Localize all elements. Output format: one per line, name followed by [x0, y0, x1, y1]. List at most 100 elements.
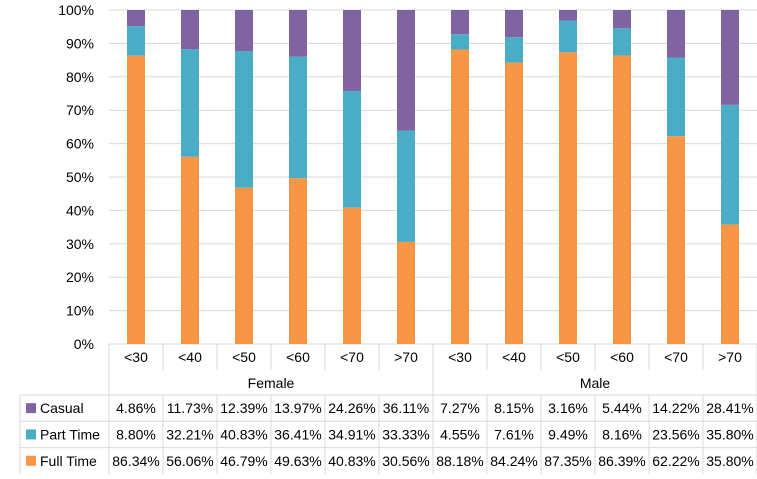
data-table-value: 9.49% [548, 426, 588, 442]
bar-segment-full-time [451, 49, 469, 345]
bar-segment-casual [667, 10, 685, 58]
x-category-label: <50 [556, 349, 580, 365]
bar-segment-part-time [505, 37, 523, 63]
data-table-value: 8.80% [116, 426, 156, 442]
x-category-label: >70 [718, 349, 742, 365]
legend-key-casual [26, 403, 36, 414]
y-tick-label: 100% [58, 2, 94, 18]
data-table-value: 88.18% [436, 453, 483, 469]
bar-segment-full-time [559, 52, 577, 344]
y-tick-label: 80% [66, 69, 94, 85]
x-category-label: <30 [448, 349, 472, 365]
y-tick-label: 70% [66, 102, 94, 118]
data-table-value: 7.61% [494, 426, 534, 442]
bar-segment-casual [559, 10, 577, 21]
data-table-value: 12.39% [220, 400, 267, 416]
data-table-value: 4.86% [116, 400, 156, 416]
data-table-value: 3.16% [548, 400, 588, 416]
bar-segment-casual [451, 10, 469, 35]
bar-segment-full-time [667, 136, 685, 344]
data-table-value: 87.35% [544, 453, 591, 469]
bar-segment-part-time [451, 34, 469, 50]
y-tick-label: 50% [66, 169, 94, 185]
y-tick-label: 40% [66, 202, 94, 218]
legend-series-name: Casual [40, 400, 84, 416]
data-table-value: 40.83% [328, 453, 375, 469]
x-category-label: <30 [124, 349, 148, 365]
y-tick-label: 60% [66, 136, 94, 152]
y-tick-label: 20% [66, 269, 94, 285]
data-table-value: 86.34% [112, 453, 159, 469]
data-table-value: 23.56% [652, 426, 699, 442]
bar-segment-full-time [397, 241, 415, 344]
data-table-value: 30.56% [382, 453, 429, 469]
bar-segment-full-time [235, 187, 253, 344]
legend-series-name: Part Time [40, 426, 100, 442]
x-category-label: <40 [502, 349, 526, 365]
bar-segment-casual [505, 10, 523, 38]
bar-segment-casual [397, 10, 415, 131]
bar-segment-casual [289, 9, 307, 57]
x-category-label: <40 [178, 349, 202, 365]
bar-segment-full-time [181, 156, 199, 344]
bar-segment-part-time [235, 51, 253, 188]
bar-segment-full-time [613, 55, 631, 345]
data-table-value: 11.73% [167, 400, 213, 416]
legend-key-full-time [26, 455, 36, 466]
data-table-value: 13.97% [274, 400, 321, 416]
data-table-value: 24.26% [328, 400, 375, 416]
bar-segment-full-time [127, 55, 145, 345]
data-table-value: 33.33% [382, 426, 429, 442]
bar-segment-full-time [721, 224, 739, 344]
bar-segment-part-time [613, 28, 631, 56]
data-table-value: 14.22% [652, 400, 699, 416]
bar-segment-part-time [397, 130, 415, 242]
y-tick-label: 10% [66, 303, 94, 319]
x-group-label: Female [248, 375, 295, 391]
x-category-label: <60 [610, 349, 634, 365]
data-table-value: 86.39% [598, 453, 645, 469]
legend-key-part-time [26, 429, 36, 440]
bar-segment-part-time [181, 49, 199, 157]
bar-segment-casual [613, 10, 631, 29]
data-table-value: 36.11% [383, 400, 429, 416]
data-table-value: 34.91% [328, 426, 375, 442]
bar-segment-casual [235, 9, 253, 52]
bar-segment-casual [181, 10, 199, 50]
bar-segment-casual [721, 9, 739, 105]
y-tick-label: 90% [66, 35, 94, 51]
bar-segment-part-time [289, 56, 307, 179]
data-table-value: 36.41% [274, 426, 321, 442]
data-table-value: 28.41% [706, 400, 753, 416]
data-table-value: 7.27% [440, 400, 480, 416]
data-table-value: 84.24% [490, 453, 537, 469]
bar-segment-part-time [559, 20, 577, 53]
bar-segment-full-time [289, 178, 307, 344]
data-table-value: 46.79% [220, 453, 267, 469]
bar-segment-casual [127, 10, 145, 27]
y-tick-label: 30% [66, 236, 94, 252]
bar-segment-part-time [343, 91, 361, 208]
bar-segment-full-time [505, 62, 523, 345]
legend-series-name: Full Time [40, 453, 97, 469]
data-table-value: 49.63% [274, 453, 321, 469]
data-table-value: 8.16% [602, 426, 642, 442]
data-table-value: 5.44% [602, 400, 642, 416]
data-table-value: 56.06% [166, 453, 213, 469]
y-tick-label: 0% [74, 336, 94, 352]
bar-segment-full-time [343, 207, 361, 344]
x-category-label: >70 [394, 349, 418, 365]
x-group-label: Male [580, 375, 611, 391]
x-category-label: <70 [340, 349, 364, 365]
bar-segment-part-time [721, 104, 739, 225]
bar-segment-part-time [127, 26, 145, 56]
data-table-value: 32.21% [166, 426, 213, 442]
data-table-value: 40.83% [220, 426, 267, 442]
data-table-value: 35.80% [706, 453, 753, 469]
x-category-label: <60 [286, 349, 310, 365]
data-table-value: 4.55% [440, 426, 480, 442]
x-category-label: <50 [232, 349, 256, 365]
bar-segment-casual [343, 10, 361, 92]
